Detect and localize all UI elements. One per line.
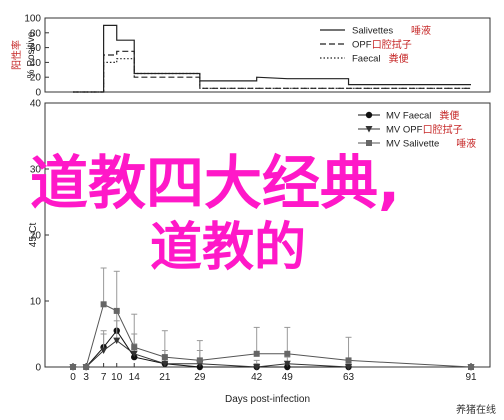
top-y-tick-label: 20 (30, 73, 42, 84)
overlay-text-line2: 道教的 (150, 218, 307, 278)
bottom-y-tick-label: 0 (35, 363, 41, 374)
bottom-legend-marker (365, 126, 373, 133)
bottom-x-tick-label: 49 (282, 372, 294, 383)
overlay-text-line1: 道教四大经典, (30, 149, 401, 217)
bottom-legend-marker (366, 140, 372, 146)
bottom-point-square (83, 364, 90, 370)
top-legend-label-cn: 粪便 (389, 52, 409, 65)
top-legend-label: Faecal (352, 54, 381, 65)
bottom-x-axis-label: Days post-infection (225, 394, 310, 405)
bottom-point-square (113, 307, 120, 314)
bottom-point-square (161, 354, 168, 361)
bottom-x-tick-label: 63 (343, 372, 355, 383)
bottom-x-tick-label: 42 (251, 372, 263, 383)
bottom-legend-label-cn: 粪便 (439, 109, 459, 122)
top-y-tick-label: 40 (30, 58, 42, 69)
top-y-tick-label: 0 (35, 88, 41, 99)
top-legend-label: OPF (352, 40, 372, 51)
bottom-point-triangle (345, 364, 353, 371)
bottom-x-tick-label: 14 (129, 372, 141, 383)
bottom-x-tick-label: 0 (70, 372, 76, 383)
top-series-opf-line (73, 50, 471, 93)
top-legend-label-cn: 口腔拭子 (372, 38, 412, 51)
top-y-axis-label: % Positive (26, 31, 37, 78)
bottom-y-tick-label: 40 (30, 99, 42, 110)
bottom-point-square (468, 364, 474, 370)
top-y-axis-label-cn: 阳性率 (10, 40, 23, 70)
bottom-y-tick-label: 30 (30, 165, 42, 176)
bottom-x-tick-label: 10 (111, 372, 123, 383)
top-legend-label: Salivettes (352, 26, 393, 37)
bottom-point-triangle (130, 350, 138, 358)
bottom-legend-label-cn: 口腔拭子 (423, 123, 463, 136)
bottom-point-triangle (283, 360, 291, 368)
bottom-x-tick-label: 91 (465, 372, 477, 383)
top-series-faecal-line (73, 58, 471, 93)
bottom-x-tick-label: 7 (101, 372, 107, 383)
bottom-point-triangle (113, 337, 121, 345)
bottom-point-square (100, 301, 107, 308)
bottom-point-square (196, 357, 203, 364)
bottom-legend-label-cn: 唾液 (456, 137, 476, 150)
bottom-legend-label: MV OPF (386, 125, 423, 136)
bottom-y-axis-label: 45-Ct (28, 223, 39, 248)
bottom-legend-label: MV Faecal (386, 111, 431, 122)
bottom-point-triangle (253, 364, 261, 371)
bottom-point-square (131, 344, 138, 351)
top-plot-frame (44, 17, 491, 93)
top-y-tick-label: 80 (30, 28, 42, 39)
bottom-point-triangle (161, 360, 169, 368)
bottom-x-tick-label: 3 (83, 372, 89, 383)
bottom-point-square (70, 364, 76, 370)
top-legend-label-cn: 唾液 (411, 24, 431, 37)
bottom-legend-label: MV Salivette (386, 139, 439, 150)
bottom-point-square (345, 357, 352, 364)
watermark-logo: 养猪在线 (456, 405, 496, 416)
bottom-x-tick-label: 29 (194, 372, 206, 383)
bottom-point-square (284, 350, 291, 357)
bottom-legend-marker (365, 111, 373, 119)
bottom-x-tick-label: 21 (159, 372, 171, 383)
top-y-tick-label: 100 (24, 14, 41, 25)
bottom-y-tick-label: 10 (30, 297, 42, 308)
top-y-tick-label: 60 (30, 43, 42, 54)
bottom-y-tick-label: 20 (30, 231, 42, 242)
bottom-point-square (253, 350, 260, 357)
bottom-point-triangle (100, 347, 108, 354)
